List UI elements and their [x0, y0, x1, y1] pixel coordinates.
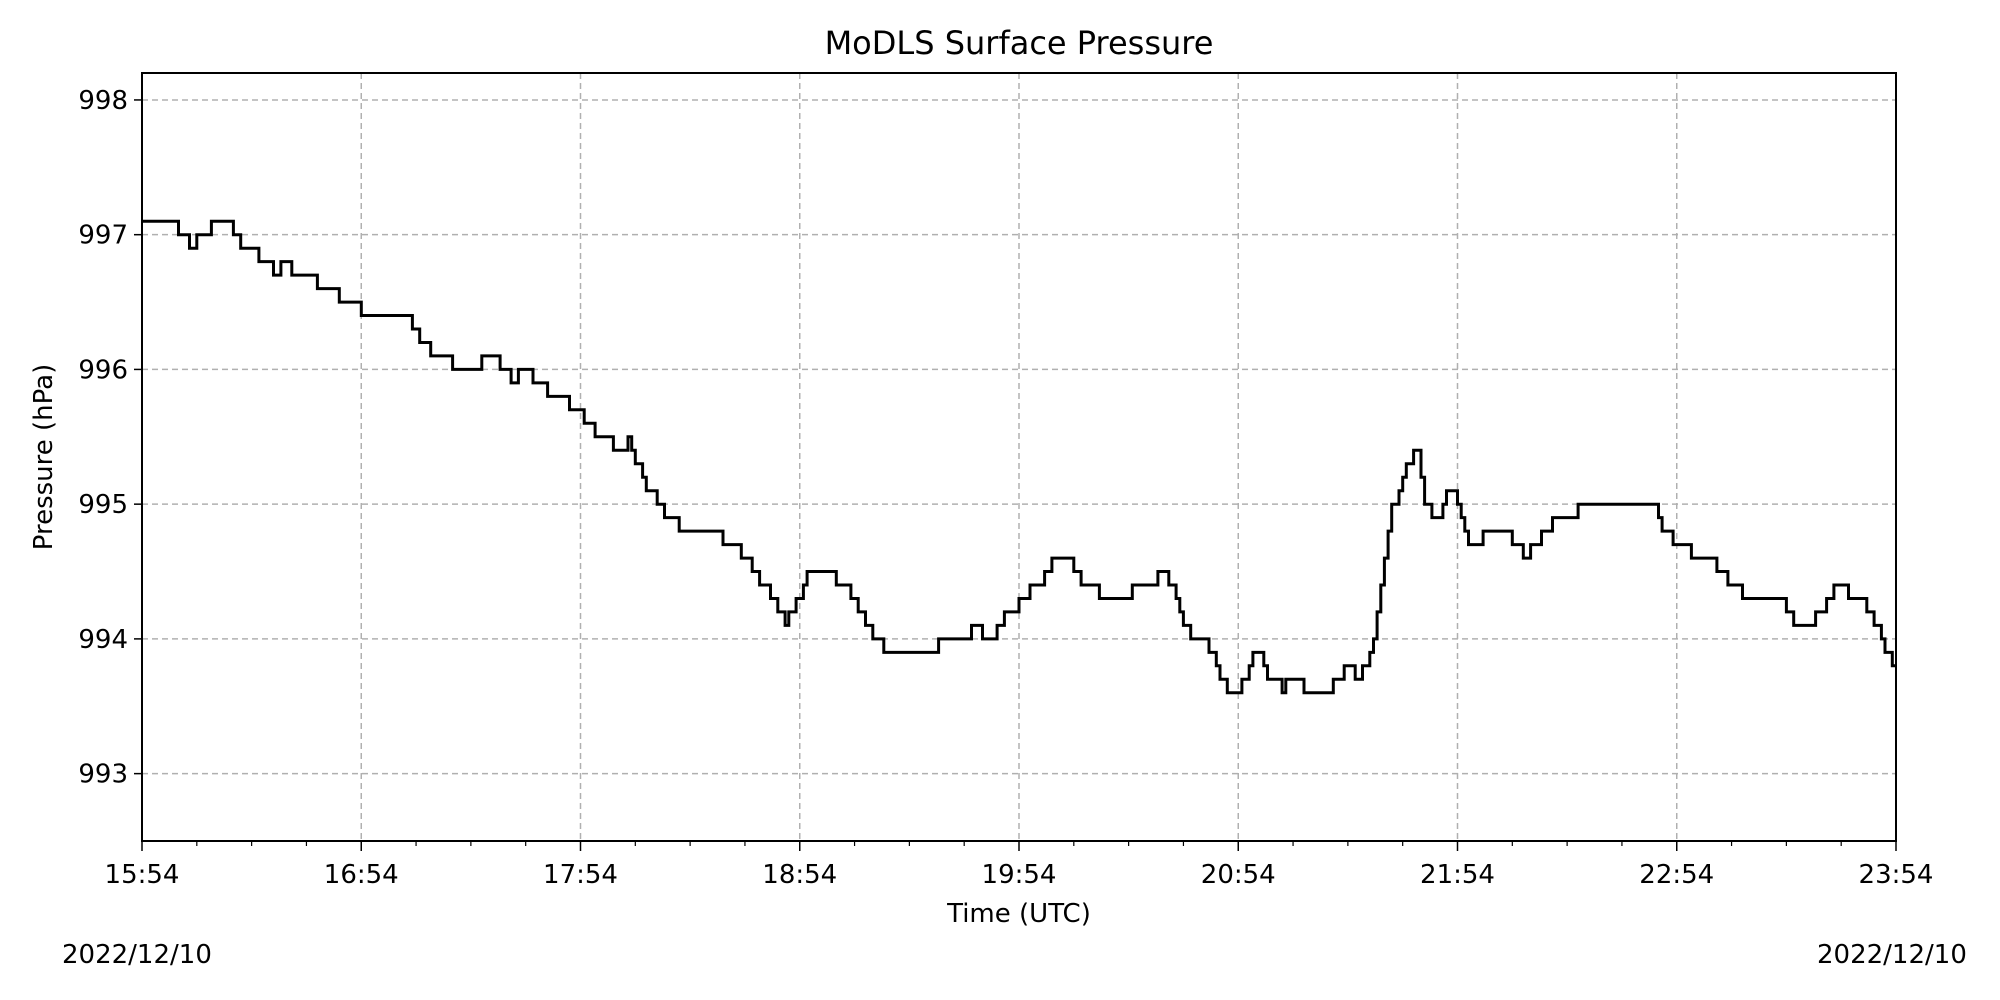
y-tick-label: 994: [78, 625, 128, 655]
grid: [141, 73, 1897, 841]
date-left: 2022/12/10: [62, 940, 212, 970]
x-tick-label: 19:54: [982, 860, 1057, 890]
x-tick-label: 18:54: [762, 860, 837, 890]
y-tick-label: 996: [78, 355, 128, 385]
x-tick-label: 16:54: [324, 860, 399, 890]
axis-ticks: 993 994 995 996 997 998 15:54 16:54 17:54 18:54 19…: [78, 86, 1933, 890]
y-tick-label: 998: [78, 86, 128, 116]
x-axis-label: Time (UTC): [946, 899, 1091, 929]
x-tick-label: 15:54: [105, 860, 180, 890]
y-tick-label: 993: [78, 760, 128, 790]
x-tick-label: 23:54: [1859, 860, 1934, 890]
x-tick-label: 20:54: [1201, 860, 1276, 890]
x-tick-label: 21:54: [1420, 860, 1495, 890]
date-right: 2022/12/10: [1817, 940, 1967, 970]
x-tick-label: 22:54: [1639, 860, 1714, 890]
y-tick-label: 997: [78, 221, 128, 251]
plot-frame: [141, 72, 1897, 842]
series-line-pressure: [142, 219, 1896, 695]
y-tick-label: 995: [78, 490, 128, 520]
chart-title: MoDLS Surface Pressure: [825, 24, 1214, 62]
y-axis-label: Pressure (hPa): [29, 364, 59, 551]
x-tick-label: 17:54: [543, 860, 618, 890]
